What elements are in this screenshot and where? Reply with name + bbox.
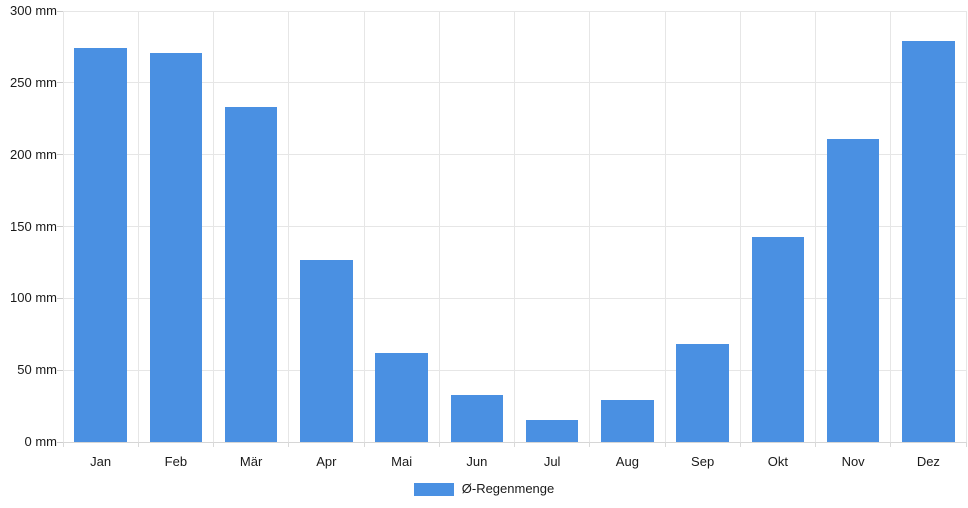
y-tick-label-300: 300 mm xyxy=(10,3,57,18)
x-axis-tick xyxy=(890,442,892,447)
x-tick-label-okt: Okt xyxy=(767,454,788,469)
x-axis-tick xyxy=(965,442,967,447)
legend[interactable]: Ø-Regenmenge xyxy=(0,481,968,497)
x-gridline xyxy=(137,11,139,442)
legend-swatch-icon xyxy=(413,482,454,496)
x-tick-label-nov: Nov xyxy=(841,454,865,469)
x-axis-tick xyxy=(514,442,515,447)
x-tick-label-dez: Dez xyxy=(916,454,940,469)
y-tick-label-250: 250 mm xyxy=(10,74,57,90)
y-axis-tick xyxy=(57,154,63,156)
x-axis-tick xyxy=(815,442,816,447)
y-axis-tick xyxy=(57,369,63,371)
y-tick-label-50: 50 mm xyxy=(17,362,57,378)
x-gridline xyxy=(62,11,64,442)
y-axis-tick xyxy=(57,441,63,443)
x-tick-label-aug: Aug xyxy=(615,454,639,469)
x-axis-tick xyxy=(589,442,591,447)
y-tick-label-200: 200 mm xyxy=(10,146,57,162)
x-axis-tick xyxy=(288,442,290,447)
y-axis-tick xyxy=(57,297,63,299)
bar-sep[interactable] xyxy=(676,344,729,442)
x-gridline xyxy=(363,11,365,442)
bar-jun[interactable] xyxy=(450,394,504,442)
x-gridline xyxy=(514,11,515,442)
x-tick-label-jan: Jan xyxy=(90,454,112,469)
y-tick-label-150: 150 mm xyxy=(10,218,57,234)
x-axis-tick xyxy=(213,442,214,447)
y-tick-label-100: 100 mm xyxy=(10,290,57,306)
x-axis-tick xyxy=(664,442,666,447)
x-gridline xyxy=(288,11,290,442)
x-gridline xyxy=(965,11,967,442)
x-axis-tick xyxy=(438,442,440,447)
bar-aug[interactable] xyxy=(601,400,654,442)
x-axis-tick xyxy=(363,442,365,447)
bar-feb[interactable] xyxy=(149,52,203,442)
x-gridline xyxy=(664,11,666,442)
bar-nov[interactable] xyxy=(826,138,880,442)
bar-okt[interactable] xyxy=(751,236,805,442)
x-tick-label-jun: Jun xyxy=(466,454,488,469)
bar-mai[interactable] xyxy=(375,352,428,442)
x-gridline xyxy=(438,11,440,442)
bar-dez[interactable] xyxy=(902,41,955,442)
x-axis-tick xyxy=(62,442,64,447)
x-axis-tick xyxy=(137,442,139,447)
x-tick-label-feb: Feb xyxy=(164,454,188,469)
legend-label: Ø-Regenmenge xyxy=(461,481,555,496)
bar-mär[interactable] xyxy=(224,107,278,442)
x-tick-label-mär: Mär xyxy=(239,454,263,469)
y-tick-label-0: 0 mm xyxy=(24,434,58,449)
x-gridline xyxy=(890,11,892,442)
bar-jul[interactable] xyxy=(525,420,579,442)
x-gridline xyxy=(815,11,816,442)
x-gridline xyxy=(213,11,214,442)
y-axis-tick xyxy=(57,10,63,12)
x-tick-label-jul: Jul xyxy=(543,454,561,469)
x-tick-label-sep: Sep xyxy=(691,454,715,469)
bar-apr[interactable] xyxy=(300,259,353,442)
x-axis-tick xyxy=(739,442,741,447)
x-tick-label-apr: Apr xyxy=(316,454,337,469)
y-axis-tick xyxy=(57,226,63,227)
x-gridline xyxy=(739,11,741,442)
x-gridline xyxy=(589,11,591,442)
y-axis-tick xyxy=(57,82,63,84)
x-tick-label-mai: Mai xyxy=(391,454,413,469)
bar-jan[interactable] xyxy=(74,48,127,442)
